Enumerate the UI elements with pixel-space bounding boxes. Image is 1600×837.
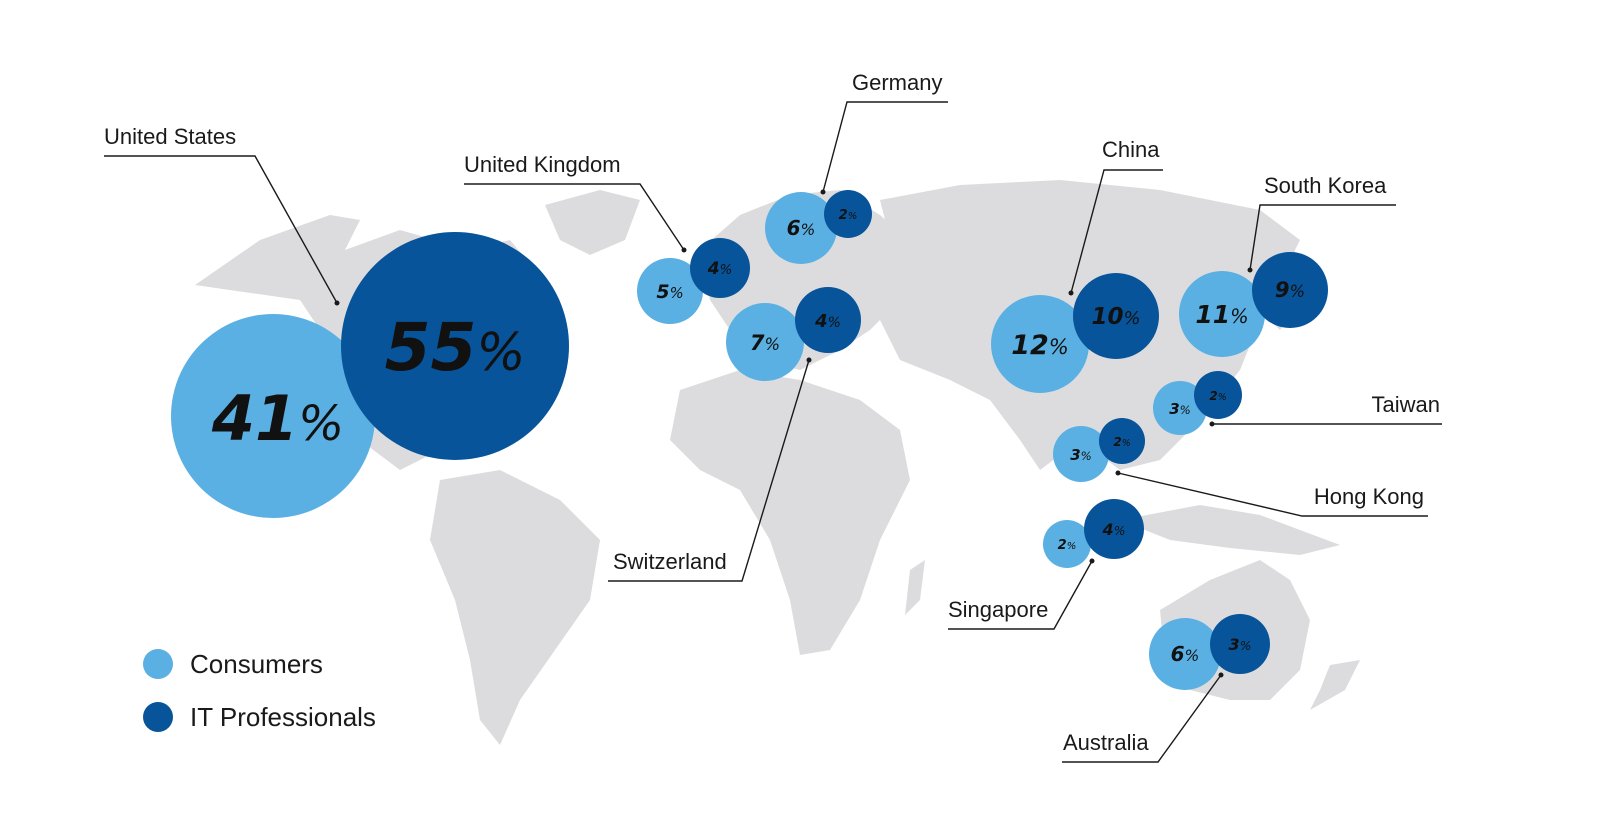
label-south-korea: South Korea xyxy=(1264,173,1387,198)
leader-germany xyxy=(822,101,948,193)
bubble-it-singapore xyxy=(1084,499,1144,559)
leader-switzerland xyxy=(608,359,810,582)
label-united-kingdom: United Kingdom xyxy=(464,152,621,177)
pin-south-korea xyxy=(1247,267,1253,273)
value-it-taiwan: 2% xyxy=(1209,389,1226,403)
leader-united-kingdom xyxy=(464,183,685,251)
new-zealand-land xyxy=(1310,660,1360,710)
leader-lines xyxy=(104,101,1442,763)
legend-label-consumers: Consumers xyxy=(190,649,323,679)
leader-australia xyxy=(1062,674,1222,763)
legend-swatch-it-professionals xyxy=(143,702,173,732)
leader-china xyxy=(1070,169,1163,294)
value-it-germany: 2% xyxy=(839,208,858,223)
bubble-it-united-kingdom xyxy=(690,238,750,298)
bubble-consumers-south-korea xyxy=(1179,271,1265,357)
pin-united-kingdom xyxy=(681,247,687,253)
bubble-it-taiwan xyxy=(1194,371,1242,419)
value-it-china: 10% xyxy=(1091,304,1140,330)
value-consumers-china: 12% xyxy=(1011,330,1069,361)
value-it-united-kingdom: 4% xyxy=(707,259,732,279)
bubble-consumers-hong-kong xyxy=(1053,426,1109,482)
value-it-switzerland: 4% xyxy=(814,311,841,332)
legend: Consumers IT Professionals xyxy=(143,649,376,732)
value-consumers-taiwan: 3% xyxy=(1169,400,1191,418)
legend-swatch-consumers xyxy=(143,649,173,679)
label-china: China xyxy=(1102,137,1160,162)
bubble-consumers-switzerland xyxy=(726,303,804,381)
bubble-consumers-singapore xyxy=(1043,520,1091,568)
value-consumers-united-states: 41% xyxy=(211,382,344,455)
pin-germany xyxy=(820,189,826,195)
value-consumers-singapore: 2% xyxy=(1058,538,1077,553)
bubble-it-australia xyxy=(1210,614,1270,674)
label-taiwan: Taiwan xyxy=(1372,392,1440,417)
value-it-united-states: 55% xyxy=(385,309,526,386)
value-consumers-australia: 6% xyxy=(1171,642,1200,666)
leader-united-states xyxy=(104,155,338,304)
label-singapore: Singapore xyxy=(948,597,1048,622)
indonesia-land xyxy=(1120,505,1340,555)
bubble-it-south-korea xyxy=(1252,252,1328,328)
bubble-it-hong-kong xyxy=(1099,418,1145,464)
bubble-it-united-states xyxy=(341,232,569,460)
legend-label-it-professionals: IT Professionals xyxy=(190,702,376,732)
bubble-consumers-united-kingdom xyxy=(637,258,703,324)
greenland-land xyxy=(545,190,640,255)
leader-hong-kong xyxy=(1117,472,1428,517)
value-consumers-hong-kong: 3% xyxy=(1070,446,1092,464)
pin-switzerland xyxy=(806,357,812,363)
leader-singapore xyxy=(948,560,1093,630)
pin-hong-kong xyxy=(1115,470,1121,476)
bubble-consumers-germany xyxy=(765,192,837,264)
label-hong-kong: Hong Kong xyxy=(1314,484,1424,509)
value-consumers-switzerland: 7% xyxy=(750,331,780,355)
bubble-it-germany xyxy=(824,190,872,238)
label-germany: Germany xyxy=(852,70,942,95)
bubble-consumers-united-states xyxy=(171,314,375,518)
bubble-consumers-taiwan xyxy=(1153,381,1207,435)
value-consumers-south-korea: 11% xyxy=(1195,300,1248,329)
south-america-land xyxy=(430,470,600,745)
pin-singapore xyxy=(1089,558,1095,564)
value-it-singapore: 4% xyxy=(1101,520,1125,539)
bubble-consumers-australia xyxy=(1149,618,1221,690)
pin-china xyxy=(1068,290,1074,296)
leader-south-korea xyxy=(1249,204,1396,271)
value-it-australia: 3% xyxy=(1228,635,1251,654)
value-it-hong-kong: 2% xyxy=(1113,435,1130,449)
africa-land xyxy=(670,370,910,655)
label-switzerland: Switzerland xyxy=(613,549,727,574)
madagascar-land xyxy=(905,560,925,615)
bubble-it-switzerland xyxy=(795,287,861,353)
pin-australia xyxy=(1218,672,1224,678)
value-consumers-germany: 6% xyxy=(787,216,816,240)
bubble-consumers-china xyxy=(991,295,1089,393)
pin-united-states xyxy=(334,300,340,306)
value-consumers-united-kingdom: 5% xyxy=(656,281,683,303)
country-labels: United States United Kingdom Germany Swi… xyxy=(104,70,1440,755)
pin-taiwan xyxy=(1209,421,1215,427)
value-it-south-korea: 9% xyxy=(1275,278,1305,302)
label-australia: Australia xyxy=(1063,730,1149,755)
bubbles: 41% 55% 5% 4% 6% 2% 7% 4% 12% 10% 11% 9%… xyxy=(171,190,1328,690)
label-united-states: United States xyxy=(104,124,236,149)
bubble-it-china xyxy=(1073,273,1159,359)
